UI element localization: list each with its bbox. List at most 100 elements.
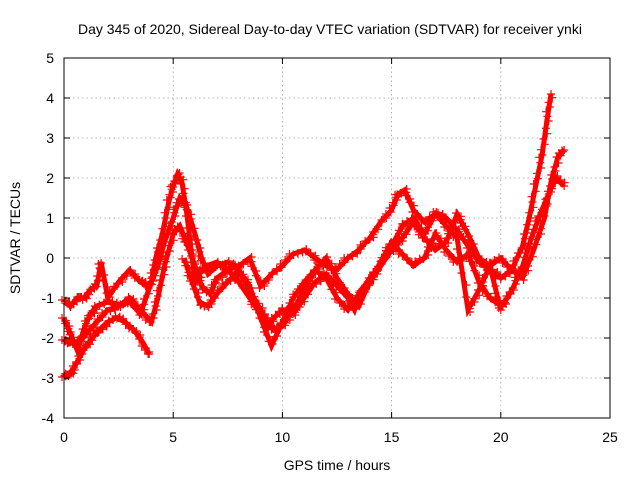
data-point-marker	[165, 241, 174, 250]
data-point-marker	[251, 305, 260, 314]
data-point-marker	[93, 315, 102, 323]
data-point-marker	[526, 214, 535, 222]
data-point-marker	[461, 225, 470, 234]
data-point-marker	[540, 140, 549, 149]
data-point-marker	[528, 198, 537, 206]
y-tick-label: -3	[42, 370, 55, 386]
data-point-marker	[181, 261, 190, 270]
data-point-marker	[145, 318, 154, 326]
data-point-marker	[118, 274, 127, 282]
x-tick-label: 25	[602, 429, 618, 445]
data-point-marker	[491, 274, 500, 283]
data-point-marker	[105, 287, 114, 296]
data-point-marker	[343, 292, 352, 300]
data-point-marker	[175, 226, 184, 235]
data-point-marker	[130, 274, 139, 282]
data-point-marker	[322, 256, 331, 265]
data-point-marker	[388, 198, 397, 207]
data-point-marker	[533, 174, 542, 183]
data-point-marker	[538, 151, 547, 159]
data-point-marker	[167, 218, 176, 226]
data-point-marker	[176, 180, 185, 188]
series-track-4	[58, 312, 154, 381]
data-point-marker	[180, 184, 189, 193]
data-point-marker	[224, 258, 233, 267]
data-point-marker	[103, 296, 112, 305]
data-point-marker	[205, 289, 214, 297]
data-point-marker	[161, 214, 170, 222]
data-point-marker	[268, 336, 277, 344]
data-point-marker	[101, 308, 110, 316]
data-point-marker	[80, 331, 89, 339]
data-point-marker	[419, 230, 428, 238]
data-point-marker	[550, 163, 559, 171]
data-point-marker	[491, 282, 500, 290]
data-point-marker	[542, 107, 551, 116]
data-point-marker	[560, 146, 569, 154]
data-point-marker	[335, 260, 344, 268]
data-point-marker	[61, 319, 70, 328]
data-point-marker	[131, 329, 140, 337]
data-point-marker	[78, 350, 87, 358]
data-point-marker	[306, 250, 315, 259]
data-point-marker	[226, 275, 235, 283]
series-track-2	[58, 146, 569, 358]
data-point-marker	[127, 325, 136, 333]
data-point-marker	[407, 214, 416, 223]
data-point-marker	[85, 325, 94, 333]
data-point-marker	[558, 147, 567, 156]
data-point-marker	[386, 208, 395, 216]
data-point-marker	[377, 256, 386, 265]
data-point-marker	[255, 314, 264, 322]
data-point-marker	[100, 271, 109, 279]
data-point-marker	[453, 233, 462, 241]
data-point-marker	[457, 269, 466, 277]
data-point-marker	[76, 356, 85, 364]
y-tick-label: 2	[46, 170, 54, 186]
data-point-marker	[272, 324, 281, 332]
data-point-marker	[175, 174, 184, 183]
data-point-marker	[490, 256, 499, 264]
data-point-marker	[310, 256, 319, 264]
data-point-marker	[327, 266, 336, 275]
x-tick-label: 20	[493, 429, 509, 445]
grid	[64, 58, 610, 418]
data-point-marker	[544, 98, 553, 107]
data-point-marker	[203, 302, 212, 310]
data-point-marker	[551, 167, 560, 175]
data-point-marker	[411, 257, 420, 266]
data-point-marker	[319, 257, 328, 265]
data-point-marker	[498, 259, 507, 267]
data-point-marker	[517, 263, 526, 271]
data-point-marker	[405, 198, 414, 207]
data-point-marker	[278, 304, 287, 313]
data-point-marker	[158, 224, 167, 233]
data-point-marker	[196, 276, 205, 285]
data-point-marker	[538, 205, 547, 214]
data-point-marker	[462, 293, 471, 301]
data-point-marker	[517, 244, 526, 252]
data-point-marker	[159, 252, 168, 260]
data-point-marker	[122, 270, 131, 278]
data-point-marker	[153, 286, 162, 295]
data-point-marker	[157, 281, 166, 290]
data-point-marker	[268, 268, 277, 277]
data-point-marker	[537, 164, 546, 172]
data-point-marker	[394, 226, 403, 235]
data-point-marker	[473, 286, 482, 294]
data-point-marker	[180, 238, 189, 246]
data-point-marker	[179, 189, 188, 198]
data-point-marker	[470, 266, 479, 275]
data-point-marker	[96, 265, 105, 273]
data-point-marker	[194, 266, 203, 275]
data-point-marker	[84, 337, 93, 346]
data-point-marker	[377, 216, 386, 224]
data-point-marker	[353, 248, 362, 257]
data-point-marker	[111, 312, 120, 320]
data-point-marker	[160, 208, 169, 217]
x-tick-label: 15	[384, 429, 400, 445]
data-point-marker	[486, 267, 495, 276]
data-point-marker	[543, 112, 552, 121]
data-point-marker	[251, 271, 260, 280]
data-point-marker	[157, 244, 166, 252]
